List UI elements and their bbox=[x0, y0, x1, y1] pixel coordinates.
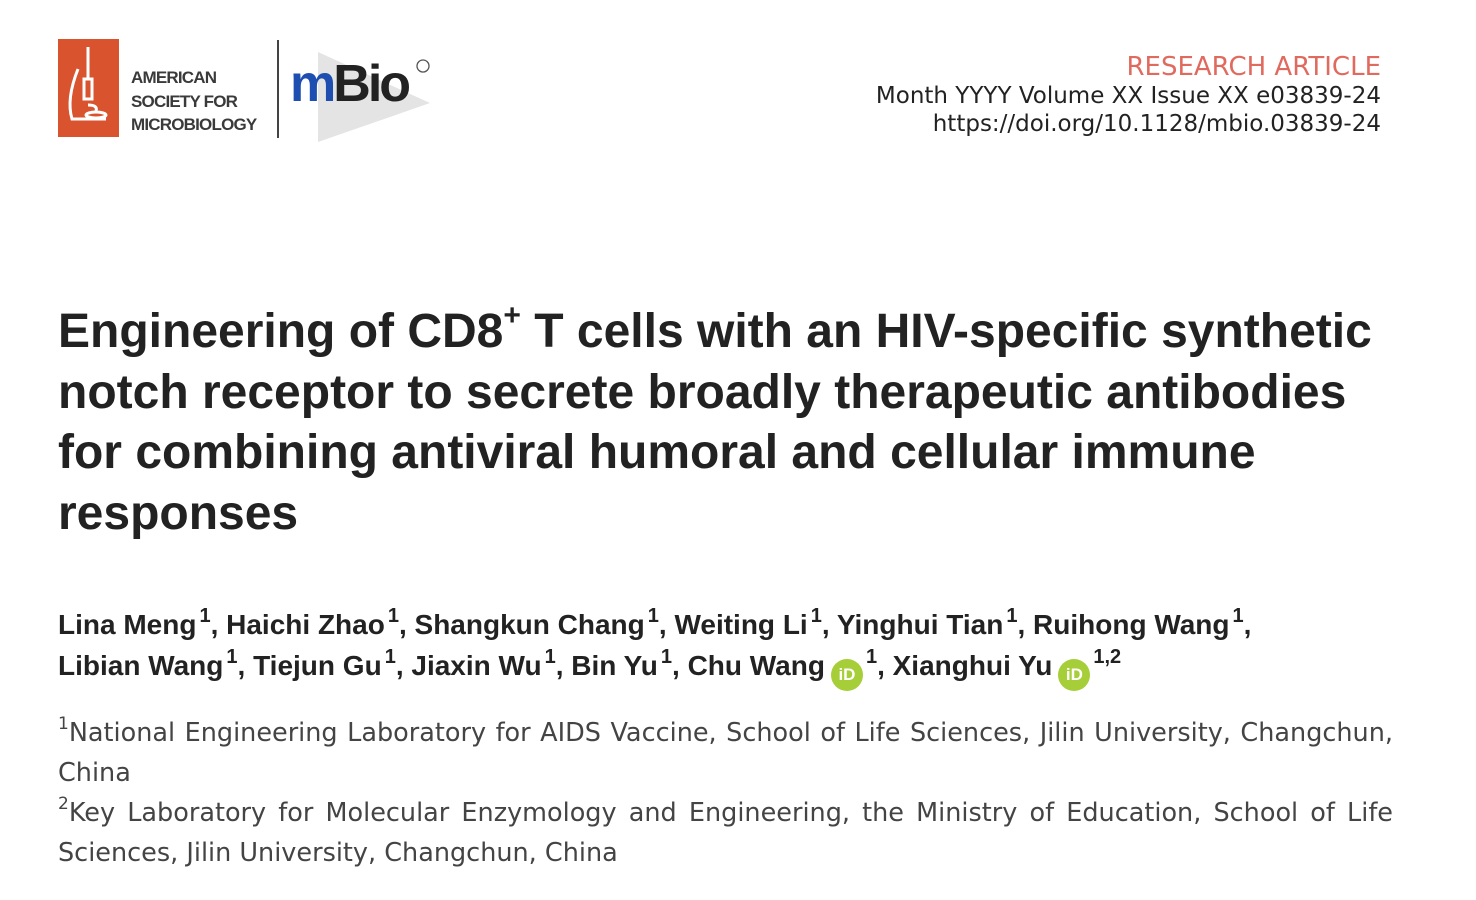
author[interactable]: Chu Wang iD1 bbox=[687, 647, 877, 691]
author-name: Ruihong Wang bbox=[1033, 609, 1230, 640]
asm-logo bbox=[58, 39, 119, 137]
author-affiliation-number: 1 bbox=[660, 646, 672, 668]
mbio-play-shape bbox=[318, 52, 430, 142]
logo-divider bbox=[277, 40, 279, 138]
issue-line: Month YYYY Volume XX Issue XX e03839-24 bbox=[875, 83, 1381, 109]
affiliations: 1National Engineering Laboratory for AID… bbox=[58, 713, 1393, 873]
author-affiliation-number: 1 bbox=[226, 646, 238, 668]
asm-logo-text: AMERICAN SOCIETY FOR MICROBIOLOGY bbox=[131, 68, 257, 134]
author[interactable]: Ruihong Wang 1 bbox=[1033, 606, 1244, 640]
author-name: Haichi Zhao bbox=[226, 609, 385, 640]
author[interactable]: Weiting Li 1 bbox=[674, 606, 821, 640]
article-meta: RESEARCH ARTICLE Month YYYY Volume XX Is… bbox=[876, 52, 1381, 138]
author[interactable]: Haichi Zhao 1 bbox=[226, 606, 399, 640]
author-affiliation-number: 1,2 bbox=[1093, 646, 1122, 668]
author[interactable]: Shangkun Chang 1 bbox=[414, 606, 659, 640]
author[interactable]: Tiejun Gu 1 bbox=[253, 647, 396, 681]
title-part: Engineering of CD8 bbox=[58, 305, 504, 358]
affiliation-number: 1 bbox=[58, 714, 69, 734]
title-part: T cells with an HIV-specific synthetic n… bbox=[58, 305, 1372, 540]
author-name: Weiting Li bbox=[674, 609, 808, 640]
affiliation: 1National Engineering Laboratory for AID… bbox=[58, 713, 1393, 793]
author-affiliation-number: 1 bbox=[1006, 605, 1018, 627]
mbio-logo: mBio bbox=[290, 55, 411, 113]
author-name: Libian Wang bbox=[58, 650, 224, 681]
author[interactable]: Libian Wang 1 bbox=[58, 647, 238, 681]
author[interactable]: Jiaxin Wu 1 bbox=[411, 647, 555, 681]
author[interactable]: Bin Yu 1 bbox=[571, 647, 672, 681]
author-name: Lina Meng bbox=[58, 609, 197, 640]
microscope-icon bbox=[68, 47, 108, 121]
author-affiliation-number: 1 bbox=[384, 646, 396, 668]
affiliation-text: Key Laboratory for Molecular Enzymology … bbox=[58, 798, 1393, 868]
affiliation-number: 2 bbox=[58, 794, 69, 814]
author-name: Xianghui Yu bbox=[892, 650, 1053, 681]
author[interactable]: Yinghui Tian 1 bbox=[836, 606, 1018, 640]
author-name: Yinghui Tian bbox=[836, 609, 1004, 640]
orcid-icon[interactable]: iD bbox=[1058, 659, 1091, 691]
affiliation: 2Key Laboratory for Molecular Enzymology… bbox=[58, 793, 1393, 873]
author-affiliation-number: 1 bbox=[1232, 605, 1244, 627]
author-affiliation-number: 1 bbox=[387, 605, 399, 627]
author-affiliation-number: 1 bbox=[865, 646, 878, 668]
affiliation-text: National Engineering Laboratory for AIDS… bbox=[58, 718, 1393, 788]
author[interactable]: Xianghui Yu iD1,2 bbox=[892, 647, 1121, 691]
author-name: Chu Wang bbox=[687, 650, 825, 681]
orcid-icon[interactable]: iD bbox=[830, 659, 863, 691]
author-name: Shangkun Chang bbox=[414, 609, 645, 640]
author-affiliation-number: 1 bbox=[199, 605, 211, 627]
author-name: Tiejun Gu bbox=[253, 650, 382, 681]
article-type: RESEARCH ARTICLE bbox=[1126, 52, 1381, 82]
doi-link[interactable]: https://doi.org/10.1128/mbio.03839-24 bbox=[932, 111, 1381, 137]
author-name: Bin Yu bbox=[571, 650, 658, 681]
article-title: Engineering of CD8+ T cells with an HIV-… bbox=[58, 299, 1403, 544]
author[interactable]: Lina Meng 1 bbox=[58, 606, 211, 640]
author-name: Jiaxin Wu bbox=[411, 650, 542, 681]
title-superscript: + bbox=[503, 299, 521, 332]
author-affiliation-number: 1 bbox=[544, 646, 556, 668]
author-list: Lina Meng 1, Haichi Zhao 1, Shangkun Chang… bbox=[58, 604, 1403, 691]
author-affiliation-number: 1 bbox=[647, 605, 659, 627]
author-affiliation-number: 1 bbox=[810, 605, 822, 627]
